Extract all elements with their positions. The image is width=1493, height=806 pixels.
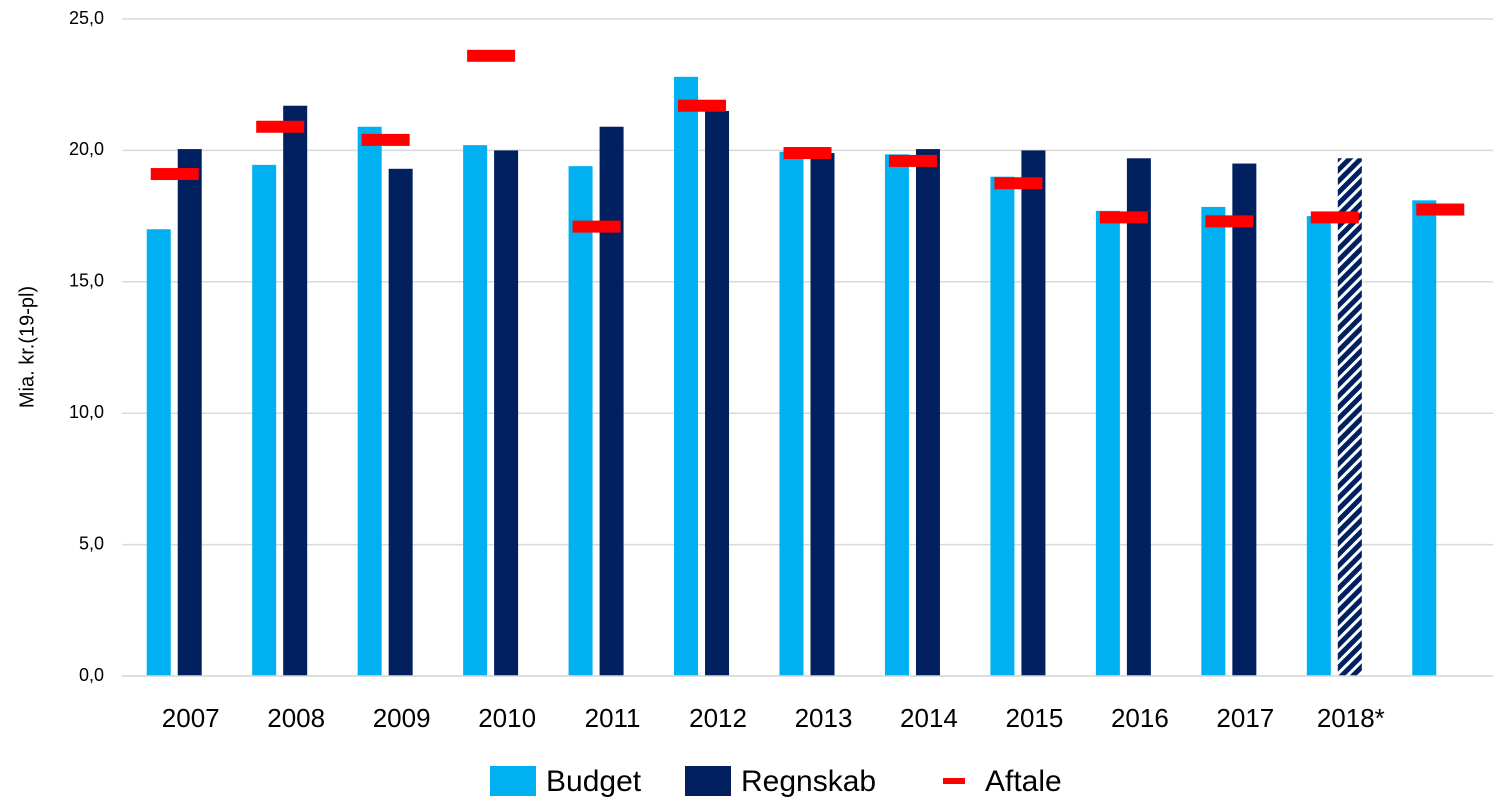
bar (705, 110, 730, 677)
bar (1021, 150, 1046, 676)
x-tick-label: 2016 (1111, 703, 1169, 733)
x-tick-label: 2008 (267, 703, 325, 733)
x-tick-label: 2010 (478, 703, 536, 733)
bar (1337, 158, 1362, 676)
bar (599, 126, 624, 677)
bar (1201, 206, 1226, 677)
bar (388, 168, 413, 676)
target-marker (361, 133, 410, 146)
x-tick-label: 2018* (1317, 703, 1385, 733)
target-marker (994, 177, 1043, 190)
bar (1095, 210, 1120, 676)
bar (884, 154, 909, 677)
y-tick-label: 5,0 (79, 533, 104, 553)
bar (463, 145, 488, 677)
x-tick-label: 2009 (373, 703, 431, 733)
legend-label: Budget (546, 765, 642, 798)
target-marker (678, 99, 727, 112)
bar (146, 229, 171, 677)
y-tick-label: 15,0 (69, 271, 104, 291)
bar (568, 166, 593, 676)
target-marker (572, 220, 621, 233)
bar (990, 176, 1015, 676)
bar (357, 126, 382, 677)
bar (283, 105, 308, 676)
legend-swatch (943, 778, 965, 784)
legend-swatch (685, 766, 731, 796)
x-tick-label: 2007 (162, 703, 220, 733)
x-tick-label: 2015 (1006, 703, 1064, 733)
bar (1232, 163, 1257, 677)
target-marker (1310, 211, 1359, 224)
target-marker (1416, 203, 1465, 216)
y-tick-label: 25,0 (69, 8, 104, 28)
bar (810, 153, 835, 676)
legend-swatch (490, 766, 536, 796)
target-marker (888, 154, 937, 167)
y-tick-label: 20,0 (69, 139, 104, 159)
target-marker (1099, 211, 1148, 224)
x-tick-label: 2017 (1216, 703, 1274, 733)
legend-label: Regnskab (741, 765, 876, 798)
y-tick-label: 0,0 (79, 665, 104, 685)
target-marker (467, 49, 516, 62)
target-marker (256, 120, 305, 133)
bar (177, 149, 202, 676)
bar (674, 76, 699, 677)
legend-label: Aftale (985, 765, 1062, 798)
x-tick-label: 2014 (900, 703, 958, 733)
bar (1126, 158, 1151, 676)
target-marker (1205, 215, 1254, 228)
bar (779, 151, 804, 677)
bar (1306, 216, 1331, 676)
bar (915, 149, 940, 676)
target-marker (783, 147, 832, 160)
y-axis-label: Mia. kr.(19-pl) (16, 286, 38, 408)
bar (252, 164, 277, 676)
target-marker (150, 168, 199, 181)
bar (1412, 200, 1437, 676)
x-tick-label: 2011 (585, 703, 641, 733)
y-tick-label: 10,0 (69, 402, 104, 422)
bar (494, 150, 519, 676)
x-tick-label: 2012 (689, 703, 747, 733)
x-tick-label: 2013 (795, 703, 853, 733)
